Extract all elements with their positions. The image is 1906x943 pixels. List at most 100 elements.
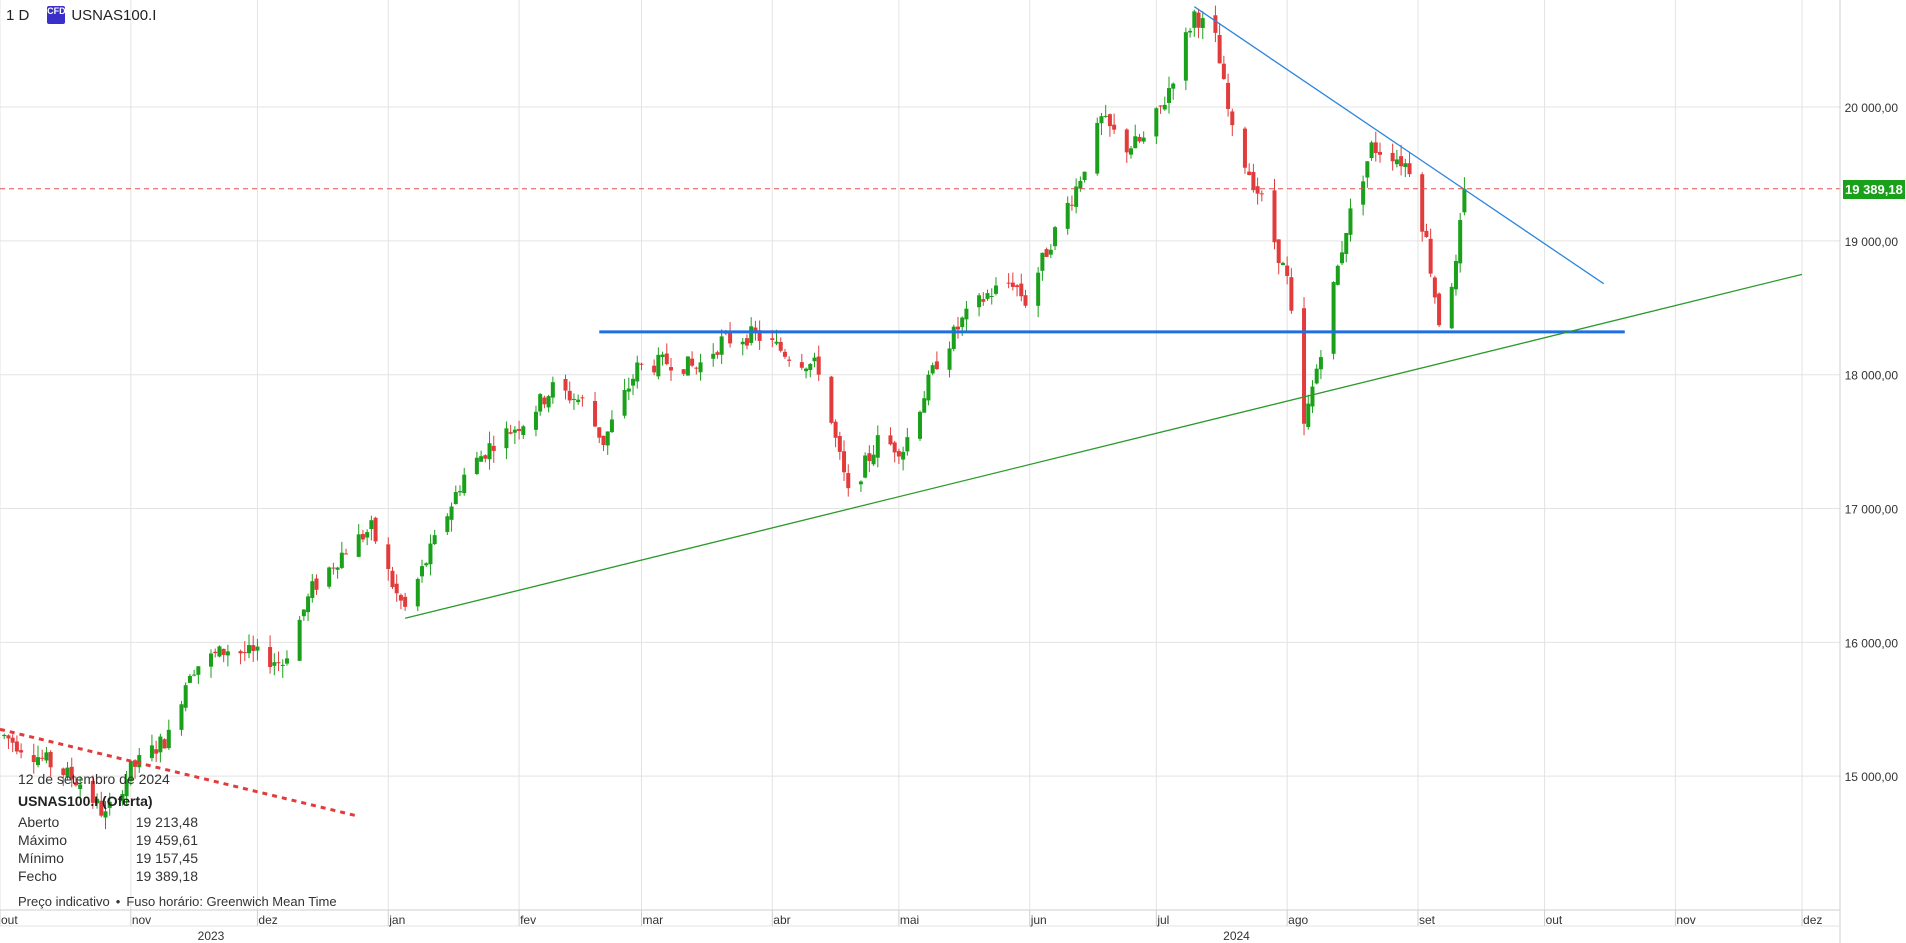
grid — [0, 0, 1840, 910]
candle-up — [183, 685, 188, 708]
candle-up — [871, 454, 876, 465]
candle-up — [504, 428, 509, 449]
candle-up — [209, 653, 214, 667]
candle-up — [225, 651, 230, 656]
info-label: Fecho — [18, 868, 57, 884]
drawn-lines — [0, 6, 1840, 818]
current-price-label: 19 389,18 — [1843, 179, 1905, 199]
candle-down — [593, 401, 598, 427]
candle-up — [719, 336, 724, 355]
candle-down — [1247, 171, 1252, 176]
candle-down — [73, 782, 78, 786]
candle-down — [213, 651, 218, 654]
x-tick-label: ago — [1288, 913, 1308, 927]
candle-down — [1424, 230, 1429, 237]
candle-up — [635, 362, 640, 382]
candle-up — [1166, 88, 1171, 103]
candle-up — [905, 437, 910, 452]
candle-down — [331, 567, 336, 569]
candle-down — [508, 432, 513, 434]
x-tick-label: set — [1419, 913, 1436, 927]
info-row-low: Mínimo 19 157,45 — [18, 849, 198, 867]
indicative-price-note: Preço indicativo — [18, 894, 110, 909]
candle-down — [1399, 156, 1404, 167]
x-tick-label: jul — [1156, 913, 1169, 927]
candle-down — [31, 755, 36, 763]
candle-up — [1331, 282, 1336, 354]
candle-up — [158, 736, 163, 753]
info-value: 19 389,18 — [135, 868, 198, 884]
candle-down — [398, 595, 403, 601]
candle-up — [926, 374, 931, 401]
x-tick-label: fev — [520, 913, 536, 927]
candle-up — [487, 443, 492, 460]
info-row-close: Fecho 19 389,18 — [18, 867, 198, 885]
candle-up — [1403, 163, 1408, 168]
x-tick-label: out — [1, 913, 18, 927]
candle-down — [1407, 163, 1412, 175]
candle-up — [65, 767, 70, 778]
candle-up — [479, 456, 484, 462]
candle-up — [280, 664, 285, 666]
candle-up — [774, 341, 779, 344]
chart-footnote: Preço indicativo • Fuso horário: Greenwich… — [18, 894, 337, 909]
candle-down — [1023, 295, 1028, 306]
candle-up — [918, 411, 922, 439]
candle-up — [698, 362, 703, 373]
candle-down — [1251, 171, 1256, 191]
candle-up — [1361, 181, 1366, 205]
candle-down — [344, 553, 349, 555]
x-tick-label: nov — [132, 913, 151, 927]
candle-down — [6, 735, 11, 739]
candle-up — [306, 596, 311, 613]
candle-up — [462, 474, 467, 494]
candle-down — [268, 647, 273, 668]
info-label: Aberto — [18, 814, 60, 830]
candle-down — [639, 363, 644, 365]
candle-up — [1133, 136, 1138, 149]
timeframe-label[interactable]: 1 D — [6, 6, 30, 24]
candle-down — [892, 442, 897, 453]
candle-down — [314, 578, 319, 590]
candle-up — [103, 811, 108, 818]
symbol-label[interactable]: USNAS100.I — [71, 6, 157, 24]
candle-down — [1107, 114, 1112, 127]
candle-up — [660, 354, 665, 357]
y-tick-label: 17 000,00 — [1845, 503, 1899, 517]
candle-up — [930, 365, 935, 374]
candle-down — [842, 451, 847, 473]
candle-down — [1196, 12, 1201, 28]
candle-up — [749, 326, 754, 343]
candle-down — [664, 353, 669, 365]
candle-up — [546, 396, 551, 408]
candle-up — [901, 451, 906, 460]
candle-up — [310, 581, 315, 598]
candle-up — [78, 784, 83, 789]
y-tick-label: 15 000,00 — [1845, 770, 1899, 784]
x-tick-label: jun — [1030, 913, 1047, 927]
candle-down — [10, 737, 15, 743]
y-tick-label: 19 000,00 — [1845, 235, 1899, 249]
x-axis: out nov dez jan fev mar abr mai jun jul ago set out n… — [0, 909, 1840, 943]
candle-down — [681, 369, 686, 374]
downtrend-line — [1193, 6, 1605, 285]
candle-up — [424, 563, 429, 566]
candle-down — [757, 330, 762, 341]
candle-down — [99, 800, 104, 816]
candle-up — [179, 704, 184, 730]
candle-up — [44, 752, 49, 761]
candle-up — [685, 356, 690, 376]
candle-up — [255, 646, 260, 651]
candle-down — [597, 427, 602, 438]
candle-down — [133, 760, 138, 767]
candle-up — [301, 609, 306, 617]
candle-down — [1255, 186, 1260, 194]
candle-down — [1230, 111, 1235, 126]
candle-down — [1010, 282, 1015, 287]
candle-down — [1437, 293, 1442, 326]
candle-up — [812, 357, 817, 362]
x-tick-label: mai — [900, 913, 919, 927]
candle-down — [601, 435, 606, 445]
candle-down — [1019, 283, 1024, 297]
